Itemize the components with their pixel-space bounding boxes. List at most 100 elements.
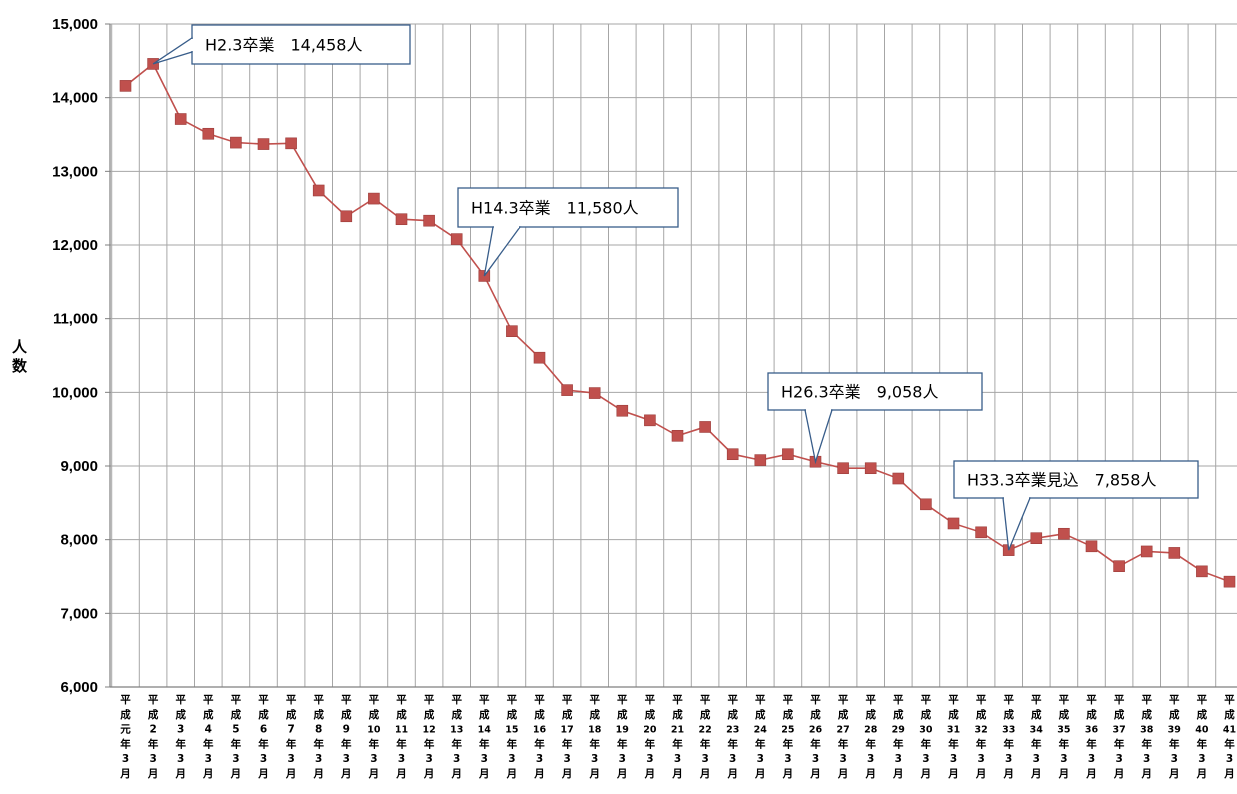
- y-tick-label: 8,000: [60, 532, 98, 549]
- data-point: [837, 462, 849, 475]
- data-point: [285, 137, 297, 150]
- y-tick-label: 11,000: [53, 311, 98, 328]
- data-point: [644, 414, 656, 427]
- data-point: [754, 454, 767, 466]
- y-tick-label: 13,000: [52, 163, 98, 180]
- data-point: [1085, 540, 1098, 553]
- data-point: [671, 429, 684, 442]
- data-point: [892, 472, 905, 485]
- data-point: [1113, 560, 1125, 572]
- x-tick-label: 平成元年 3 月平成元年3月: [119, 694, 131, 780]
- data-point: [1140, 545, 1153, 558]
- data-point: [726, 448, 739, 461]
- grid: [109, 23, 1237, 688]
- data-point: [920, 498, 932, 511]
- data-point: [1223, 575, 1236, 588]
- data-point: [588, 387, 601, 399]
- callout-text: H26.3卒業 9,058人: [781, 383, 938, 402]
- data-point: [423, 214, 435, 227]
- callouts: H2.3卒業 14,458人 H14.3卒業 11,580人 H26.3卒業 9,0…: [152, 24, 1199, 551]
- data-point: [1168, 547, 1181, 559]
- data-point: [368, 192, 380, 205]
- series-line: [119, 58, 1236, 588]
- y-tick-label: 12,000: [52, 237, 98, 254]
- y-axis-label-char-1: 人: [12, 338, 28, 356]
- data-point: [699, 421, 711, 433]
- data-point: [340, 210, 353, 223]
- data-point: [174, 113, 187, 125]
- y-axis-ticks: 6,000 7,000 8,000 9,000 10,000 11,000 12,000 13…: [52, 16, 110, 696]
- y-tick-label: 15,000: [52, 16, 98, 33]
- callout-text: H33.3卒業見込 7,858人: [967, 471, 1156, 490]
- data-point: [561, 384, 573, 396]
- callout: H2.3卒業 14,458人: [152, 24, 411, 65]
- y-tick-label: 6,000: [60, 679, 98, 696]
- data-point: [947, 517, 960, 530]
- y-tick-label: 9,000: [60, 458, 98, 475]
- data-point: [616, 404, 629, 417]
- callout: H33.3卒業見込 7,858人: [953, 460, 1199, 551]
- callout: H26.3卒業 9,058人: [767, 372, 983, 465]
- data-point: [119, 80, 132, 92]
- data-point: [450, 233, 463, 245]
- data-point: [975, 526, 987, 539]
- data-point: [506, 325, 518, 337]
- data-point: [312, 184, 325, 197]
- y-axis-label-char-2: 数: [12, 357, 28, 375]
- callout: H14.3卒業 11,580人: [457, 187, 679, 277]
- data-point: [1196, 565, 1208, 578]
- data-point: [202, 127, 215, 140]
- y-tick-label: 7,000: [60, 605, 98, 622]
- data-point: [533, 351, 546, 364]
- callout-text: H14.3卒業 11,580人: [471, 199, 639, 218]
- data-point: [1030, 532, 1043, 544]
- data-point: [782, 448, 794, 461]
- data-point: [864, 462, 877, 475]
- data-point: [230, 136, 242, 149]
- callout-text: H2.3卒業 14,458人: [205, 36, 362, 55]
- y-tick-label: 14,000: [52, 90, 98, 107]
- data-point: [395, 213, 408, 226]
- y-tick-label: 10,000: [52, 384, 98, 401]
- data-point: [257, 138, 270, 150]
